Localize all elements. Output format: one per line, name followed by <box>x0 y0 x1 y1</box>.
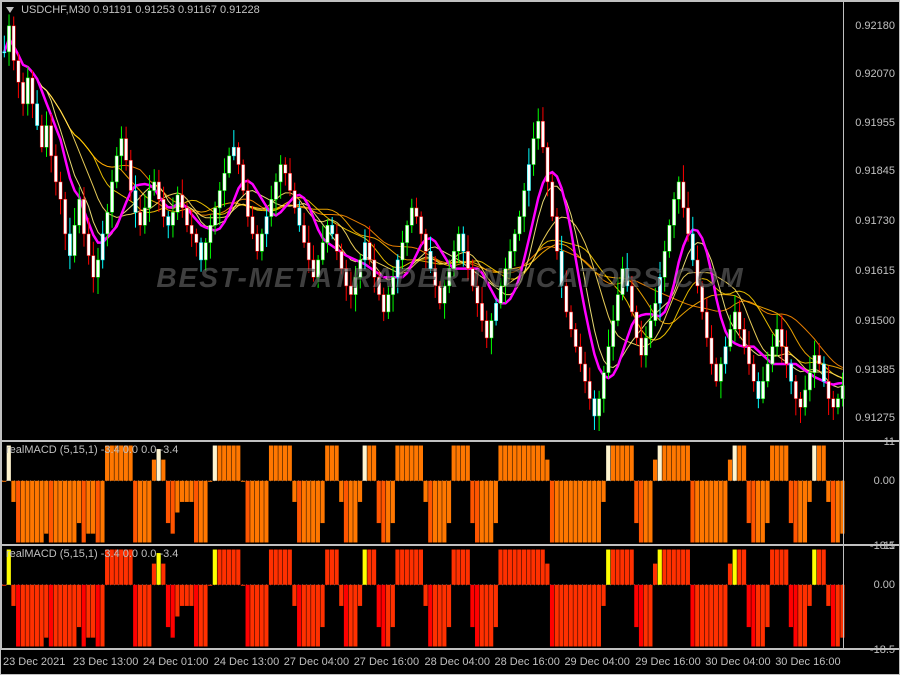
macd-ytick: 0.00 <box>874 475 895 487</box>
price-ytick: 0.91615 <box>855 265 895 277</box>
time-tick: 24 Dec 01:00 <box>143 656 208 668</box>
time-tick: 29 Dec 16:00 <box>635 656 700 668</box>
macd2-plot[interactable] <box>2 546 843 648</box>
time-tick: 30 Dec 04:00 <box>705 656 770 668</box>
macd2-svg <box>2 546 845 650</box>
time-tick: 23 Dec 2021 <box>3 656 65 668</box>
time-axis: 23 Dec 2021 23 Dec 13:00 24 Dec 01:00 24 De… <box>1 649 900 675</box>
price-panel[interactable]: USDCHF,M30 0.91191 0.91253 0.91167 0.912… <box>1 1 900 441</box>
price-plot[interactable] <box>2 2 843 440</box>
symbol-title: USDCHF,M30 0.91191 0.91253 0.91167 0.912… <box>21 4 260 16</box>
price-yaxis: 0.92180 0.92070 0.91955 0.91845 0.91730 0.916… <box>843 2 899 440</box>
macd-ytick: 11 <box>884 436 895 448</box>
price-ytick: 0.92070 <box>855 68 895 80</box>
price-ytick: 0.91730 <box>855 215 895 227</box>
time-tick: 24 Dec 13:00 <box>214 656 279 668</box>
price-ytick: 0.91845 <box>855 165 895 177</box>
macd1-svg <box>2 442 845 546</box>
price-ytick: 0.91385 <box>855 364 895 376</box>
time-tick: 29 Dec 04:00 <box>564 656 629 668</box>
time-tick: 28 Dec 16:00 <box>494 656 559 668</box>
price-ytick: 0.92180 <box>855 20 895 32</box>
time-tick: 23 Dec 13:00 <box>73 656 138 668</box>
time-tick: 28 Dec 04:00 <box>425 656 490 668</box>
price-ytick: 0.91955 <box>855 117 895 129</box>
macd-panel-1[interactable]: realMACD (5,15,1) -3.4 0.0 0.0 -3.4 110.… <box>1 441 900 545</box>
macd2-yaxis: 110.00-18.5 <box>843 546 899 648</box>
macd1-yaxis: 110.00-18.5 <box>843 442 899 544</box>
dropdown-arrow-icon <box>6 7 14 13</box>
price-svg <box>2 2 845 442</box>
time-tick: 30 Dec 16:00 <box>775 656 840 668</box>
time-tick: 27 Dec 16:00 <box>354 656 419 668</box>
mt4-chart-window: USDCHF,M30 0.91191 0.91253 0.91167 0.912… <box>0 0 900 675</box>
time-tick: 27 Dec 04:00 <box>284 656 349 668</box>
macd1-plot[interactable] <box>2 442 843 544</box>
macd1-header: realMACD (5,15,1) -3.4 0.0 0.0 -3.4 <box>6 444 178 456</box>
price-ytick: 0.91500 <box>855 315 895 327</box>
macd-ytick: 11 <box>884 540 895 552</box>
macd-ytick: 0.00 <box>874 579 895 591</box>
macd-panel-2[interactable]: realMACD (5,15,1) -3.4 0.0 0.0 -3.4 110.… <box>1 545 900 649</box>
macd2-header: realMACD (5,15,1) -3.4 0.0 0.0 -3.4 <box>6 548 178 560</box>
price-ytick: 0.91275 <box>855 412 895 424</box>
symbol-header: USDCHF,M30 0.91191 0.91253 0.91167 0.912… <box>6 4 260 16</box>
